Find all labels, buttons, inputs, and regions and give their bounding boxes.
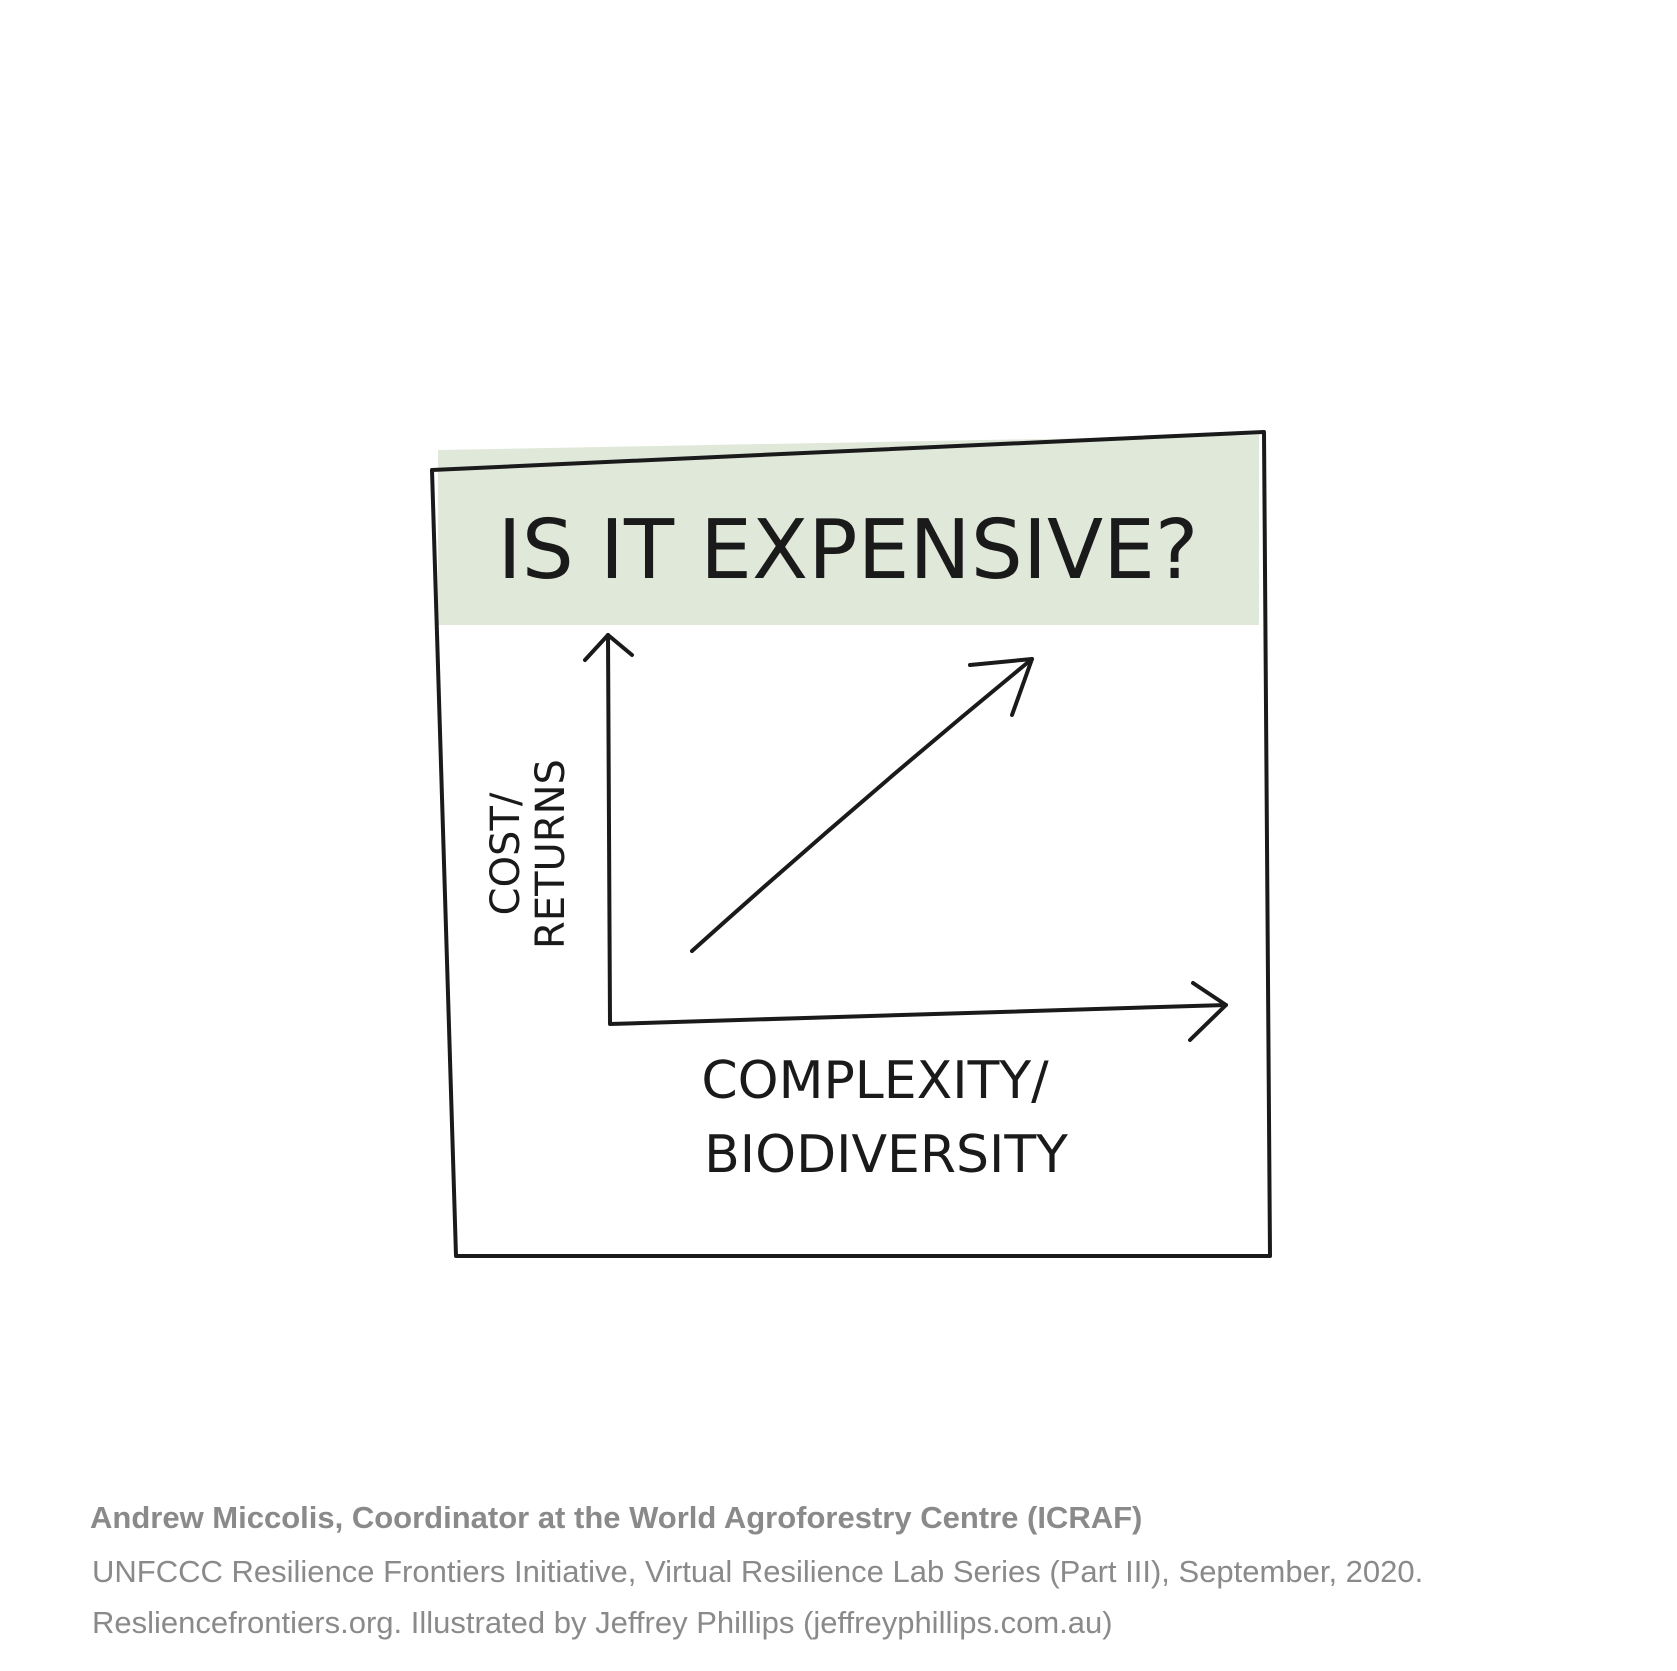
y-label-group: COST/ RETURNS — [483, 759, 574, 949]
caption-credit: Resliencefrontiers.org. Illustrated by J… — [92, 1605, 1113, 1640]
y-axis-label: RETURNS — [528, 759, 574, 949]
trend-arrow — [690, 657, 1034, 953]
x-arrow-head — [1188, 981, 1228, 1042]
caption-author: Andrew Miccolis, Coordinator at the Worl… — [90, 1500, 1142, 1535]
y-axis-label: COST/ — [483, 792, 529, 915]
title-band — [438, 435, 1259, 625]
box-outline — [430, 430, 1272, 1258]
x-axis-label: COMPLEXITY/ — [701, 1051, 1049, 1111]
x-axis-label: BIODIVERSITY — [704, 1125, 1068, 1185]
axes — [606, 633, 1228, 1026]
title: IS IT EXPENSIVE? — [498, 503, 1199, 598]
caption-source: UNFCCC Resilience Frontiers Initiative, … — [92, 1554, 1423, 1589]
y-arrow-head — [583, 633, 634, 662]
trend-arrow-head — [968, 657, 1034, 717]
frame — [430, 430, 1272, 1258]
